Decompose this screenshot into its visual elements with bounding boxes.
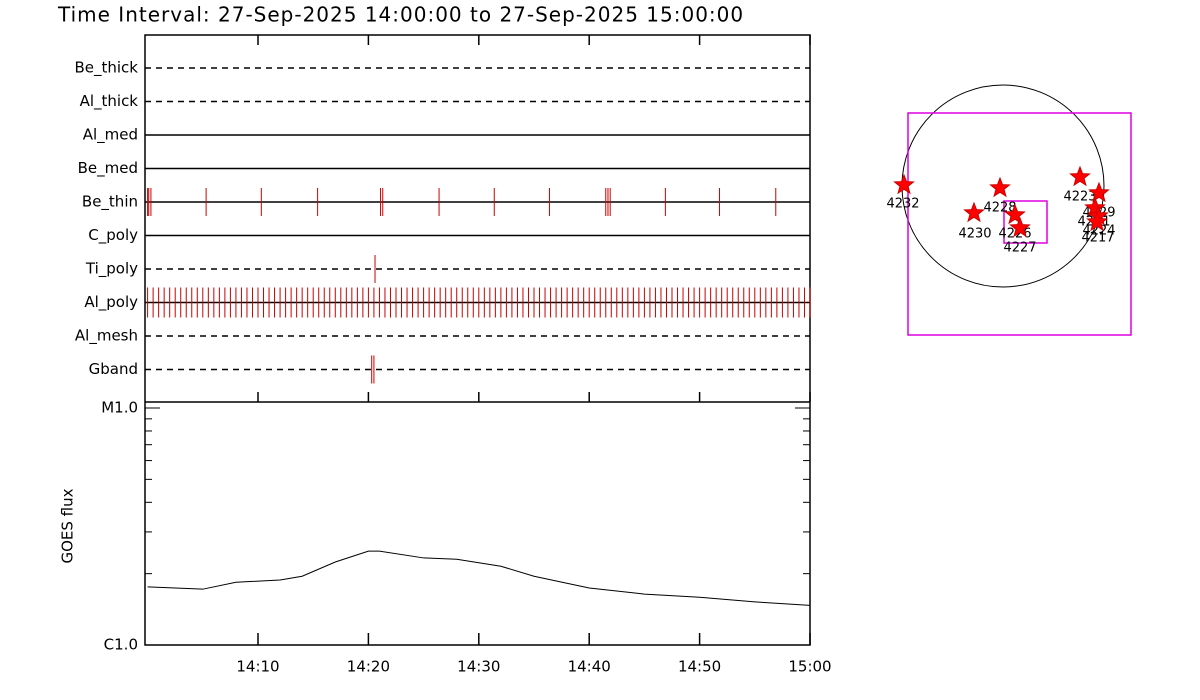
region-label: 4227 [1003, 241, 1036, 256]
region-label: 4223 [1063, 190, 1096, 205]
filter-label: Ti_poly [85, 260, 138, 279]
x-tick-label: 14:40 [568, 658, 611, 676]
region-star [1004, 203, 1026, 225]
fov-box [1003, 200, 1048, 244]
y-tick-label: C1.0 [104, 636, 138, 654]
context-map: 4232422842304226422742234229423142244217 [886, 84, 1132, 336]
region-label: 4224 [1082, 224, 1115, 239]
x-tick-label: 14:50 [678, 658, 721, 676]
panel-frame [144, 34, 811, 646]
region-star [1069, 165, 1091, 187]
filter-label: Al_mesh [75, 327, 138, 346]
region-label: 4230 [958, 227, 991, 242]
region-star [1086, 210, 1108, 232]
region-star [1088, 181, 1110, 203]
filter-label: Al_med [83, 126, 138, 145]
region-star [989, 176, 1011, 198]
x-tick-label: 15:00 [788, 658, 831, 676]
x-tick-label: 14:20 [347, 658, 390, 676]
region-label: 4217 [1081, 231, 1114, 246]
goes-curve [147, 550, 811, 606]
title: Time Interval: 27-Sep-2025 14:00:00 to 2… [57, 3, 744, 27]
filter-label: Be_thick [74, 59, 138, 78]
y-axis-label: GOES flux [59, 488, 77, 563]
filter-label: Be_thin [82, 193, 138, 212]
filter-label: Be_med [78, 159, 138, 178]
x-tick-label: 14:30 [457, 658, 500, 676]
filter-label: Al_poly [84, 293, 138, 312]
region-star [1009, 216, 1031, 238]
region-star [893, 173, 915, 195]
y-tick-label: M1.0 [101, 399, 138, 417]
filter-label: Al_thick [80, 92, 139, 111]
x-tick-label: 14:10 [236, 658, 279, 676]
fov-box [907, 112, 1132, 336]
region-star [963, 201, 985, 223]
filter-label: C_poly [88, 226, 138, 245]
filter-label: Gband [89, 360, 138, 378]
region-label: 4232 [886, 197, 919, 212]
